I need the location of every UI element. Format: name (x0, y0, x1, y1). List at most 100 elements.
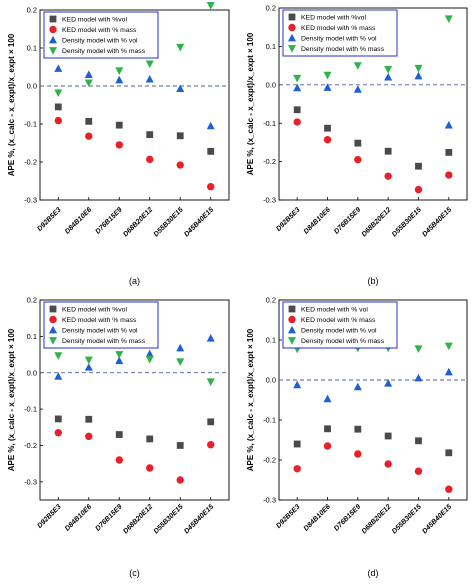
data-point-square (207, 147, 215, 155)
x-category-label: D92B5E3 (275, 206, 301, 232)
chart-panel-4: -0.3 -0.2 -0.1 0.0 0.1 0.2 D92B5E3 D84B10E6 D76B… (246, 296, 468, 578)
data-point-triangle-up (384, 379, 393, 387)
legend-box (282, 301, 398, 349)
data-point-square (54, 103, 62, 111)
data-point-square (146, 435, 154, 443)
legend-label: Density model with % mass (301, 338, 385, 345)
legend-box (43, 11, 159, 59)
x-category-label: D55B30E15 (391, 503, 423, 535)
legend-marker-square (288, 13, 296, 21)
data-point-circle (54, 116, 62, 125)
data-point-circle (115, 141, 123, 149)
data-point-square (176, 132, 184, 140)
x-category-label: D55B30E15 (153, 503, 185, 535)
y-tick-label: -0.3 (263, 496, 276, 505)
data-point-triangle-up (145, 74, 154, 83)
data-point-triangle-up (176, 84, 185, 93)
data-point-triangle-up (444, 367, 453, 376)
data-point-triangle-down (206, 378, 215, 387)
data-point-circle (54, 429, 62, 437)
data-point-square (415, 162, 422, 170)
data-point-triangle-up (176, 343, 185, 352)
data-point-circle (85, 432, 93, 441)
y-tick-label: 0.0 (27, 82, 37, 91)
data-point-triangle-down (145, 355, 154, 364)
data-point-triangle-down (176, 358, 185, 367)
data-point-square (293, 440, 301, 448)
x-category-label: D76B15E9 (95, 503, 124, 532)
y-axis-title: APE %, (x_calc - x_expt)/x_expt × 100 (246, 328, 255, 471)
y-tick-label: 0.2 (27, 6, 37, 15)
y-tick-label: -0.3 (24, 196, 37, 205)
data-point-square (324, 124, 331, 132)
data-point-triangle-up (353, 382, 362, 391)
plot-frame (39, 9, 230, 201)
legend-label: Density model with % vol (62, 38, 138, 45)
x-category-label: D92B5E3 (36, 503, 62, 529)
data-point-triangle-up (323, 83, 332, 91)
data-point-triangle-up (414, 373, 423, 382)
data-point-triangle-down (84, 356, 93, 365)
x-category-label: D76B15E9 (95, 206, 124, 235)
data-point-triangle-down (323, 71, 332, 80)
data-point-triangle-down (145, 60, 154, 69)
plot-frame (278, 7, 468, 201)
data-point-circle (85, 132, 93, 140)
data-point-circle (115, 456, 123, 464)
legend-marker-triangle-down (49, 337, 57, 345)
x-category-label: D76B15E9 (333, 206, 362, 235)
data-point-triangle-up (206, 333, 215, 342)
legend-marker-circle (49, 315, 57, 324)
y-tick-label: -0.3 (24, 477, 37, 486)
data-point-square (415, 437, 422, 445)
panel-label: (b) (368, 276, 379, 286)
y-tick-label: -0.1 (263, 119, 276, 128)
data-point-triangle-down (384, 66, 393, 74)
y-tick-label: -0.2 (263, 157, 276, 166)
legend-marker-triangle-up (49, 35, 57, 44)
x-category-label: D45B40E15 (421, 503, 453, 535)
y-tick-label: -0.2 (24, 441, 37, 450)
plot-frame (39, 299, 230, 501)
data-point-triangle-up (444, 120, 453, 129)
legend-label: Density model with % mass (62, 338, 146, 345)
data-point-circle (384, 172, 392, 180)
data-point-triangle-up (84, 70, 93, 78)
y-axis-title: APE %, (x_calc - x_expt)/x_expt × 100 (246, 32, 255, 175)
data-point-square (54, 415, 62, 423)
y-tick-label: -0.3 (263, 196, 276, 205)
x-category-label: D45B40E15 (421, 206, 453, 238)
y-tick-label: -0.1 (24, 405, 37, 414)
data-point-triangle-up (293, 83, 302, 92)
data-point-triangle-down (115, 67, 124, 75)
x-category-label: D76B15E9 (333, 503, 362, 532)
y-tick-label: 0.0 (266, 376, 276, 385)
y-axis-title: APE %, (x_calc - x_expt)/x_expt × 100 (7, 328, 16, 471)
x-category-label: D68B20E12 (361, 503, 393, 535)
data-point-triangle-up (384, 72, 393, 81)
legend-label: KED model with % mass (62, 317, 137, 324)
data-point-circle (146, 155, 154, 164)
data-point-triangle-up (54, 372, 63, 380)
x-category-label: D68B20E12 (122, 503, 154, 535)
data-point-triangle-down (206, 2, 215, 10)
data-point-triangle-down (54, 89, 63, 98)
legend-label: KED model with % vol (301, 307, 368, 314)
data-point-circle (176, 161, 184, 169)
y-tick-label: 0.2 (266, 296, 276, 305)
data-point-circle (207, 183, 215, 191)
data-point-circle (354, 155, 362, 164)
y-tick-label: 0.1 (27, 44, 37, 53)
panel-label: (c) (129, 568, 140, 578)
legend-label: Density model with % vol (301, 36, 377, 43)
data-point-square (207, 418, 215, 426)
data-point-square (85, 415, 93, 423)
x-category-label: D84B10E6 (64, 206, 93, 235)
data-point-square (146, 131, 154, 139)
legend-label: KED model with %vol (62, 17, 127, 24)
y-axis-title: APE %, (x_calc - x_expt)/x_expt × 100 (7, 33, 16, 176)
legend-label: Density model with % mass (301, 46, 385, 53)
data-point-triangle-up (115, 75, 124, 84)
data-point-triangle-down (414, 345, 423, 353)
legend-marker-square (49, 15, 57, 23)
